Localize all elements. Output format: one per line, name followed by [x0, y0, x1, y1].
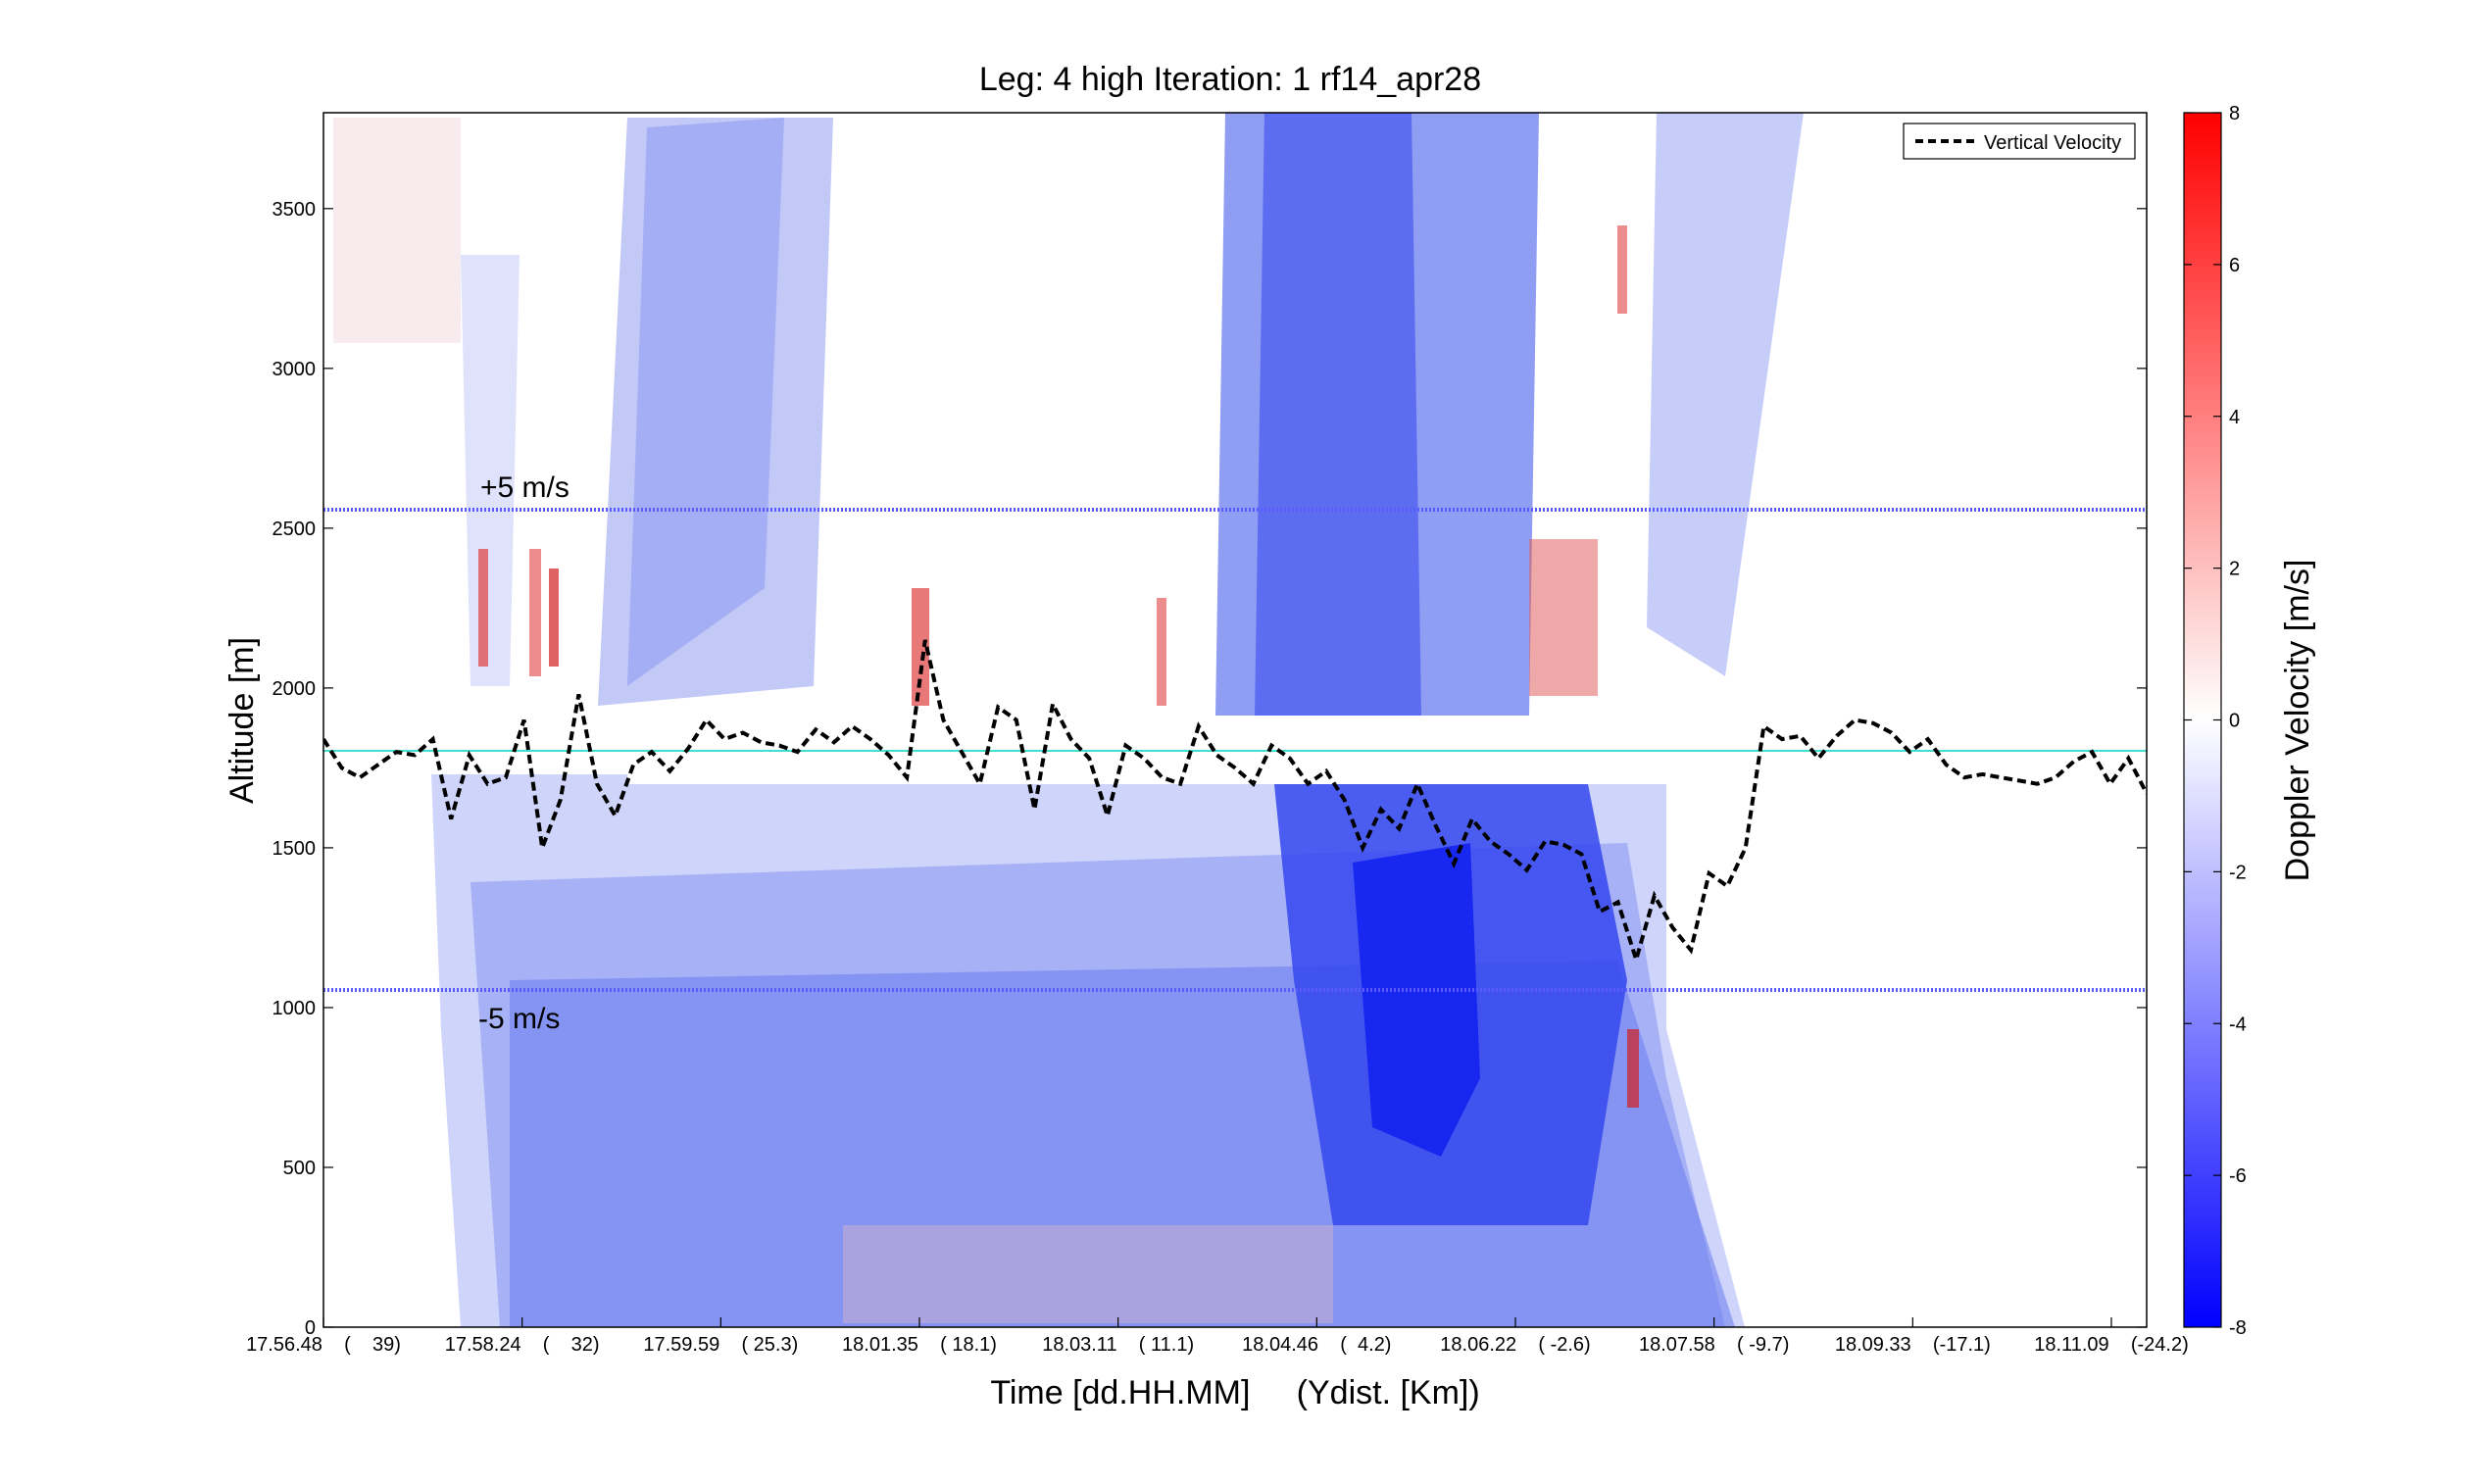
legend-entry: Vertical Velocity [1984, 132, 2121, 154]
x-tick-label: 18.03.11 ( 11.1) [1042, 1334, 1194, 1356]
colorbar-tick-label: 2 [2229, 559, 2240, 580]
ref-label-minus5: -5 m/s [478, 1003, 560, 1035]
colorbar-label: Doppler Velocity [m/s] [2279, 560, 2316, 882]
x-tick-label: 18.07.58 ( -9.7) [1639, 1334, 1789, 1356]
y-tick-label: 2000 [272, 678, 317, 700]
series-layer [323, 639, 2147, 966]
y-axis: 0 500 1000 1500 2000 2500 3000 3500 [272, 199, 2147, 1339]
y-tick-label: 3000 [272, 359, 317, 380]
y-tick-label: 1000 [272, 998, 317, 1019]
colorbar-tick-label: 6 [2229, 255, 2240, 276]
x-tick-label: 18.11.09 (-24.2) [2034, 1334, 2189, 1356]
x-tick-label: 18.06.22 ( -2.6) [1440, 1334, 1590, 1356]
x-tick-label: 18.01.35 ( 18.1) [842, 1334, 997, 1356]
x-axis: 17.56.48 ( 39) 17.58.24 ( 32) 17.59.59 ( 2… [246, 1317, 2189, 1356]
heatmap-field [333, 113, 1804, 1327]
series-line-vertical-velocity [323, 639, 2147, 966]
y-tick-label: 1500 [272, 838, 317, 860]
x-tick-label: 18.04.46 ( 4.2) [1242, 1334, 1391, 1356]
y-axis-label: Altitude [m] [223, 637, 261, 804]
colorbar-tick-label: -6 [2229, 1165, 2247, 1187]
ref-label-plus5: +5 m/s [480, 471, 570, 504]
colorbar-tick-label: -8 [2229, 1317, 2247, 1339]
colorbar-tick-label: 0 [2229, 711, 2240, 732]
plot-frame [322, 112, 2148, 1328]
x-tick-label: 18.09.33 (-17.1) [1835, 1334, 1991, 1356]
colorbar: -8 -6 -4 -2 0 2 4 6 8 Doppler Velocity [m/s] [2183, 103, 2316, 1339]
colorbar-tick-label: 8 [2229, 103, 2240, 124]
y-tick-label: 3500 [272, 199, 317, 221]
x-tick-label: 17.58.24 ( 32) [445, 1334, 600, 1356]
x-axis-label: Time [dd.HH.MM] (Ydist. [Km]) [990, 1374, 1479, 1411]
x-tick-label: 17.59.59 ( 25.3) [643, 1334, 798, 1356]
colorbar-tick-label: -2 [2229, 862, 2247, 883]
colorbar-tick-label: 4 [2229, 407, 2240, 428]
colorbar-ticks: -8 -6 -4 -2 0 2 4 6 8 [2184, 103, 2247, 1339]
y-tick-label: 500 [283, 1158, 316, 1179]
legend: Vertical Velocity [1903, 123, 2136, 160]
y-tick-label: 2500 [272, 519, 317, 540]
x-tick-label: 17.56.48 ( 39) [246, 1334, 401, 1356]
colorbar-tick-label: -4 [2229, 1014, 2247, 1035]
y-tick-label: 0 [305, 1317, 316, 1339]
chart-title: Leg: 4 high Iteration: 1 rf14_apr28 [979, 61, 1481, 98]
